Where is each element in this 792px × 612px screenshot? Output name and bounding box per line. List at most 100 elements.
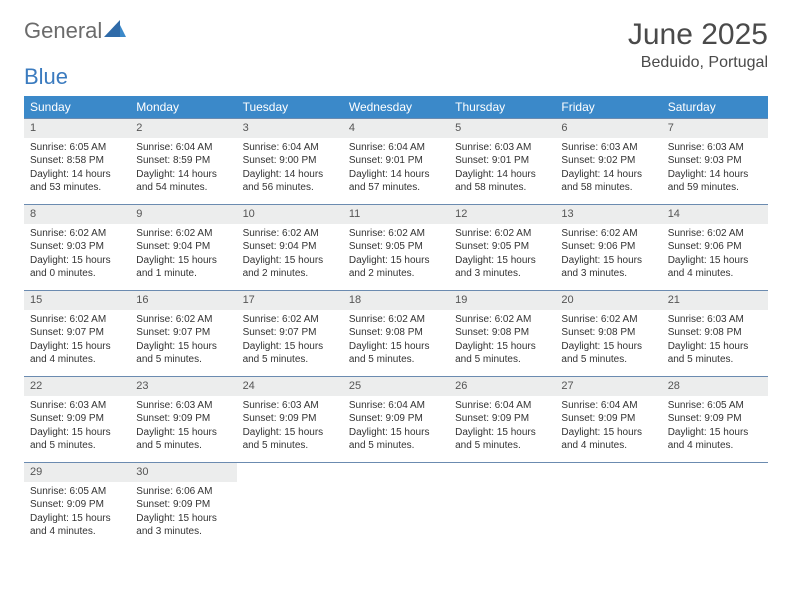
calendar-cell: 1Sunrise: 6:05 AMSunset: 8:58 PMDaylight… (24, 119, 130, 205)
daylight-text: Daylight: 14 hours and 59 minutes. (668, 168, 762, 195)
day-number: 20 (555, 291, 661, 310)
calendar-cell (237, 463, 343, 549)
daylight-text: Daylight: 15 hours and 5 minutes. (243, 426, 337, 453)
sunrise-text: Sunrise: 6:02 AM (561, 313, 655, 327)
daylight-text: Daylight: 15 hours and 2 minutes. (349, 254, 443, 281)
daylight-text: Daylight: 15 hours and 3 minutes. (136, 512, 230, 539)
sunset-text: Sunset: 9:06 PM (561, 240, 655, 254)
calendar-cell: 14Sunrise: 6:02 AMSunset: 9:06 PMDayligh… (662, 205, 768, 291)
daylight-text: Daylight: 14 hours and 53 minutes. (30, 168, 124, 195)
calendar-cell: 21Sunrise: 6:03 AMSunset: 9:08 PMDayligh… (662, 291, 768, 377)
sunrise-text: Sunrise: 6:03 AM (243, 399, 337, 413)
weekday-header: Wednesday (343, 96, 449, 119)
day-number: 4 (343, 119, 449, 138)
day-number: 30 (130, 463, 236, 482)
sunrise-text: Sunrise: 6:06 AM (136, 485, 230, 499)
daylight-text: Daylight: 15 hours and 4 minutes. (668, 254, 762, 281)
day-number: 28 (662, 377, 768, 396)
daylight-text: Daylight: 15 hours and 5 minutes. (349, 426, 443, 453)
day-number: 19 (449, 291, 555, 310)
calendar-cell (449, 463, 555, 549)
calendar-cell: 3Sunrise: 6:04 AMSunset: 9:00 PMDaylight… (237, 119, 343, 205)
calendar-row: 1Sunrise: 6:05 AMSunset: 8:58 PMDaylight… (24, 119, 768, 205)
day-body: Sunrise: 6:02 AMSunset: 9:08 PMDaylight:… (343, 310, 449, 373)
day-body: Sunrise: 6:02 AMSunset: 9:06 PMDaylight:… (662, 224, 768, 287)
day-number: 24 (237, 377, 343, 396)
weekday-header-row: Sunday Monday Tuesday Wednesday Thursday… (24, 96, 768, 119)
calendar-cell: 26Sunrise: 6:04 AMSunset: 9:09 PMDayligh… (449, 377, 555, 463)
daylight-text: Daylight: 14 hours and 56 minutes. (243, 168, 337, 195)
day-number: 29 (24, 463, 130, 482)
day-number: 18 (343, 291, 449, 310)
daylight-text: Daylight: 14 hours and 57 minutes. (349, 168, 443, 195)
calendar-cell: 13Sunrise: 6:02 AMSunset: 9:06 PMDayligh… (555, 205, 661, 291)
weekday-header: Tuesday (237, 96, 343, 119)
day-body: Sunrise: 6:02 AMSunset: 9:05 PMDaylight:… (343, 224, 449, 287)
logo-word1: General (24, 18, 102, 44)
day-number: 27 (555, 377, 661, 396)
daylight-text: Daylight: 15 hours and 1 minute. (136, 254, 230, 281)
sunrise-text: Sunrise: 6:02 AM (30, 313, 124, 327)
day-number: 25 (343, 377, 449, 396)
sunrise-text: Sunrise: 6:02 AM (30, 227, 124, 241)
calendar-row: 8Sunrise: 6:02 AMSunset: 9:03 PMDaylight… (24, 205, 768, 291)
day-body: Sunrise: 6:06 AMSunset: 9:09 PMDaylight:… (130, 482, 236, 545)
sunset-text: Sunset: 9:09 PM (668, 412, 762, 426)
day-number: 14 (662, 205, 768, 224)
day-body: Sunrise: 6:02 AMSunset: 9:05 PMDaylight:… (449, 224, 555, 287)
sunset-text: Sunset: 9:09 PM (136, 498, 230, 512)
calendar-row: 22Sunrise: 6:03 AMSunset: 9:09 PMDayligh… (24, 377, 768, 463)
calendar-row: 15Sunrise: 6:02 AMSunset: 9:07 PMDayligh… (24, 291, 768, 377)
sunrise-text: Sunrise: 6:02 AM (455, 227, 549, 241)
sunrise-text: Sunrise: 6:05 AM (30, 485, 124, 499)
sunrise-text: Sunrise: 6:03 AM (668, 313, 762, 327)
day-body: Sunrise: 6:03 AMSunset: 9:09 PMDaylight:… (130, 396, 236, 459)
day-body: Sunrise: 6:02 AMSunset: 9:07 PMDaylight:… (237, 310, 343, 373)
calendar-table: Sunday Monday Tuesday Wednesday Thursday… (24, 96, 768, 549)
calendar-cell: 12Sunrise: 6:02 AMSunset: 9:05 PMDayligh… (449, 205, 555, 291)
calendar-cell: 11Sunrise: 6:02 AMSunset: 9:05 PMDayligh… (343, 205, 449, 291)
calendar-cell: 17Sunrise: 6:02 AMSunset: 9:07 PMDayligh… (237, 291, 343, 377)
daylight-text: Daylight: 15 hours and 5 minutes. (349, 340, 443, 367)
sunset-text: Sunset: 8:58 PM (30, 154, 124, 168)
day-number: 22 (24, 377, 130, 396)
sunset-text: Sunset: 9:04 PM (243, 240, 337, 254)
sunset-text: Sunset: 9:09 PM (30, 498, 124, 512)
sunset-text: Sunset: 8:59 PM (136, 154, 230, 168)
day-body: Sunrise: 6:02 AMSunset: 9:08 PMDaylight:… (555, 310, 661, 373)
sunset-text: Sunset: 9:09 PM (136, 412, 230, 426)
sunrise-text: Sunrise: 6:04 AM (349, 141, 443, 155)
sunset-text: Sunset: 9:03 PM (30, 240, 124, 254)
sunset-text: Sunset: 9:07 PM (243, 326, 337, 340)
calendar-cell: 16Sunrise: 6:02 AMSunset: 9:07 PMDayligh… (130, 291, 236, 377)
sunrise-text: Sunrise: 6:03 AM (136, 399, 230, 413)
day-number: 17 (237, 291, 343, 310)
day-number: 26 (449, 377, 555, 396)
day-number: 11 (343, 205, 449, 224)
daylight-text: Daylight: 15 hours and 5 minutes. (455, 340, 549, 367)
sunrise-text: Sunrise: 6:02 AM (349, 313, 443, 327)
day-body: Sunrise: 6:05 AMSunset: 9:09 PMDaylight:… (662, 396, 768, 459)
day-number: 9 (130, 205, 236, 224)
sunrise-text: Sunrise: 6:04 AM (561, 399, 655, 413)
day-body: Sunrise: 6:02 AMSunset: 9:03 PMDaylight:… (24, 224, 130, 287)
sunrise-text: Sunrise: 6:04 AM (349, 399, 443, 413)
daylight-text: Daylight: 15 hours and 3 minutes. (455, 254, 549, 281)
calendar-cell (662, 463, 768, 549)
sunset-text: Sunset: 9:02 PM (561, 154, 655, 168)
calendar-cell: 30Sunrise: 6:06 AMSunset: 9:09 PMDayligh… (130, 463, 236, 549)
day-number: 13 (555, 205, 661, 224)
calendar-cell: 8Sunrise: 6:02 AMSunset: 9:03 PMDaylight… (24, 205, 130, 291)
logo: General (24, 18, 128, 44)
daylight-text: Daylight: 15 hours and 4 minutes. (668, 426, 762, 453)
daylight-text: Daylight: 14 hours and 58 minutes. (455, 168, 549, 195)
calendar-cell: 7Sunrise: 6:03 AMSunset: 9:03 PMDaylight… (662, 119, 768, 205)
sunset-text: Sunset: 9:00 PM (243, 154, 337, 168)
sunrise-text: Sunrise: 6:03 AM (561, 141, 655, 155)
calendar-cell: 9Sunrise: 6:02 AMSunset: 9:04 PMDaylight… (130, 205, 236, 291)
day-body: Sunrise: 6:04 AMSunset: 8:59 PMDaylight:… (130, 138, 236, 201)
sunrise-text: Sunrise: 6:03 AM (30, 399, 124, 413)
daylight-text: Daylight: 15 hours and 4 minutes. (30, 340, 124, 367)
weekday-header: Saturday (662, 96, 768, 119)
sunrise-text: Sunrise: 6:02 AM (349, 227, 443, 241)
